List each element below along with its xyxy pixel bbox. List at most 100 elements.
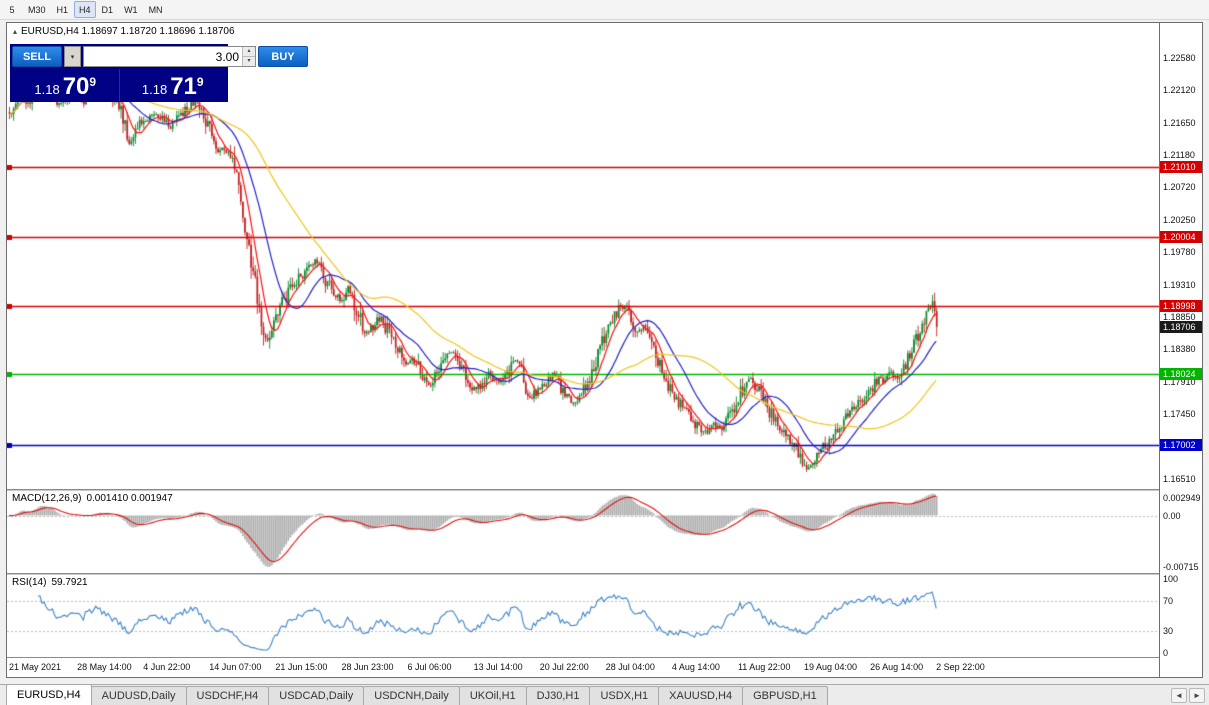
time-axis-label: 21 May 2021 (9, 662, 62, 672)
timeframe-toolbar: 5 M30 H1 H4 D1 W1 MN (0, 0, 1209, 20)
time-axis-label: 11 Aug 22:00 (737, 662, 791, 672)
macd-name: MACD(12,26,9) (12, 493, 82, 504)
time-axis-label: 28 Jul 04:00 (605, 662, 655, 672)
time-axis-label: 14 Jun 07:00 (209, 662, 262, 672)
sell-button[interactable]: SELL (12, 46, 62, 67)
chart-tab-usdcnh-daily[interactable]: USDCNH,Daily (363, 686, 460, 705)
time-scale[interactable]: 21 May 2021 28 May 14:00 4 Jun 22:00 14 Jun… (7, 658, 1159, 677)
price-axis-label: 1.21650 (1163, 117, 1196, 128)
macd-axis-zero-label: 0.00 (1163, 510, 1181, 521)
sell-price-display[interactable]: 1.18 70 9 (12, 69, 120, 101)
time-axis-label: 13 Jul 14:00 (473, 662, 523, 672)
price-level-tag: 1.17002 (1160, 438, 1202, 451)
timeframe-button-5[interactable]: 5 (9, 4, 15, 15)
price-axis-label: 1.19780 (1163, 247, 1196, 258)
lot-increase-button[interactable]: ▴ (243, 47, 255, 57)
buy-price-big-digits: 71 (170, 73, 197, 100)
time-axis-label: 26 Aug 14:00 (870, 662, 924, 672)
price-axis-label: 1.17450 (1163, 408, 1196, 419)
chart-tab-audusd-daily[interactable]: AUDUSD,Daily (90, 686, 187, 705)
buy-price-display[interactable]: 1.18 71 9 (120, 69, 227, 101)
chart-plot-area[interactable]: ▴ EURUSD,H4 1.18697 1.18720 1.18696 1.18… (7, 23, 1159, 677)
time-axis-label: 21 Jun 15:00 (275, 662, 328, 672)
rsi-axis-label: 100 (1163, 574, 1179, 584)
tab-scroll-left-icon[interactable]: ◄ (1171, 687, 1187, 703)
chart-tab-usdcad-daily[interactable]: USDCAD,Daily (268, 686, 365, 705)
sell-price-prefix: 1.18 (34, 82, 60, 97)
chart-tab-eurusd-h4[interactable]: EURUSD,H4 (6, 684, 92, 705)
price-level-tag: 1.18024 (1160, 368, 1202, 381)
buy-price-pipette: 9 (196, 75, 204, 89)
price-level-tag: 1.20004 (1160, 230, 1202, 243)
macd-indicator-canvas[interactable] (7, 491, 1159, 573)
lot-dropdown-button[interactable]: ▾ (64, 46, 81, 67)
chart-tab-bar: EURUSD,H4 AUDUSD,Daily USDCHF,H4 USDCAD,Dai… (0, 684, 1209, 705)
lot-size-field: ▴ ▾ (83, 46, 256, 67)
price-axis-label: 1.16510 (1163, 474, 1196, 485)
price-axis-label: 1.18850 (1163, 311, 1196, 322)
buy-button[interactable]: BUY (258, 46, 308, 67)
axis-divider (1159, 23, 1160, 677)
timeframe-button-w1[interactable]: W1 (124, 4, 138, 15)
sell-price-pipette: 9 (89, 75, 97, 89)
time-axis-label: 28 Jun 23:00 (341, 662, 394, 672)
time-axis-label: 19 Aug 04:00 (804, 662, 858, 672)
time-axis-label: 6 Jul 06:00 (407, 662, 452, 672)
chart-tab-ukoil-h1[interactable]: UKOil,H1 (458, 686, 527, 705)
sell-price-big-digits: 70 (62, 73, 90, 100)
tab-scroll-right-icon[interactable]: ► (1189, 687, 1205, 703)
timeframe-button-d1[interactable]: D1 (101, 4, 114, 15)
price-axis-label: 1.22580 (1163, 53, 1196, 64)
chart-window: ▴ EURUSD,H4 1.18697 1.18720 1.18696 1.18… (6, 22, 1203, 678)
lot-size-input[interactable] (84, 47, 242, 66)
chart-tab-dj30-h1[interactable]: DJ30,H1 (525, 686, 591, 705)
one-click-collapse-icon[interactable]: ▴ (13, 27, 18, 36)
time-axis-label: 20 Jul 22:00 (539, 662, 589, 672)
time-axis-label: 4 Jun 22:00 (143, 662, 191, 672)
chart-title-ohlc: EURUSD,H4 1.18697 1.18720 1.18696 1.1870… (21, 26, 235, 37)
chart-ohlc-header: ▴ EURUSD,H4 1.18697 1.18720 1.18696 1.18… (13, 26, 235, 37)
timeframe-button-m30[interactable]: M30 (28, 4, 46, 15)
rsi-indicator-canvas[interactable] (7, 575, 1159, 657)
macd-axis-max-label: 0.002949 (1163, 493, 1201, 503)
time-axis-label: 4 Aug 14:00 (671, 662, 720, 672)
rsi-name: RSI(14) (12, 577, 47, 588)
pane-separator[interactable] (7, 489, 1159, 491)
chevron-down-icon: ▾ (70, 53, 75, 61)
pane-separator (7, 657, 1159, 658)
price-axis-label: 1.20250 (1163, 214, 1196, 225)
timeframe-button-mn[interactable]: MN (148, 4, 163, 15)
price-axis-label: 1.22120 (1163, 84, 1196, 95)
price-level-tag: 1.18998 (1160, 300, 1202, 313)
price-axis-label: 1.17910 (1163, 376, 1196, 387)
lot-decrease-button[interactable]: ▾ (243, 57, 255, 66)
price-axis-label: 1.19310 (1163, 279, 1196, 290)
lot-spinner: ▴ ▾ (242, 47, 255, 66)
chart-tab-gbpusd-h1[interactable]: GBPUSD,H1 (742, 686, 828, 705)
chart-tab-usdchf-h4[interactable]: USDCHF,H4 (185, 686, 270, 705)
current-price-tag: 1.18706 (1160, 320, 1202, 333)
price-axis-label: 1.18380 (1163, 344, 1196, 355)
timeframe-button-h4[interactable]: H4 (74, 1, 96, 18)
chart-tab-usdx-h1[interactable]: USDX,H1 (589, 686, 660, 705)
macd-panel-label: MACD(12,26,9) 0.001410 0.001947 (12, 493, 173, 504)
macd-axis-min-label: -0.00715 (1163, 562, 1199, 572)
price-level-tag: 1.21010 (1160, 160, 1202, 173)
time-axis-label: 28 May 14:00 (77, 662, 132, 672)
timeframe-button-h1[interactable]: H1 (56, 4, 69, 15)
macd-values: 0.001410 0.001947 (86, 493, 173, 504)
rsi-value: 59.7921 (51, 577, 88, 588)
time-axis-label: 2 Sep 22:00 (936, 662, 985, 672)
rsi-axis-label: 30 (1163, 625, 1174, 636)
rsi-panel-label: RSI(14) 59.7921 (12, 577, 88, 588)
tab-scroll-arrows: ◄ ► (1171, 685, 1209, 705)
rsi-axis-label: 70 (1163, 596, 1174, 607)
pane-separator[interactable] (7, 573, 1159, 575)
chart-tab-xauusd-h4[interactable]: XAUUSD,H4 (658, 686, 744, 705)
buy-price-prefix: 1.18 (141, 82, 168, 97)
price-axis-label: 1.20720 (1163, 182, 1196, 193)
price-axis-label: 1.21180 (1163, 150, 1195, 161)
rsi-axis-label: 0 (1163, 648, 1169, 658)
price-scale[interactable]: 1.22580 1.22120 1.21650 1.21180 1.20720 1.202… (1160, 23, 1202, 677)
